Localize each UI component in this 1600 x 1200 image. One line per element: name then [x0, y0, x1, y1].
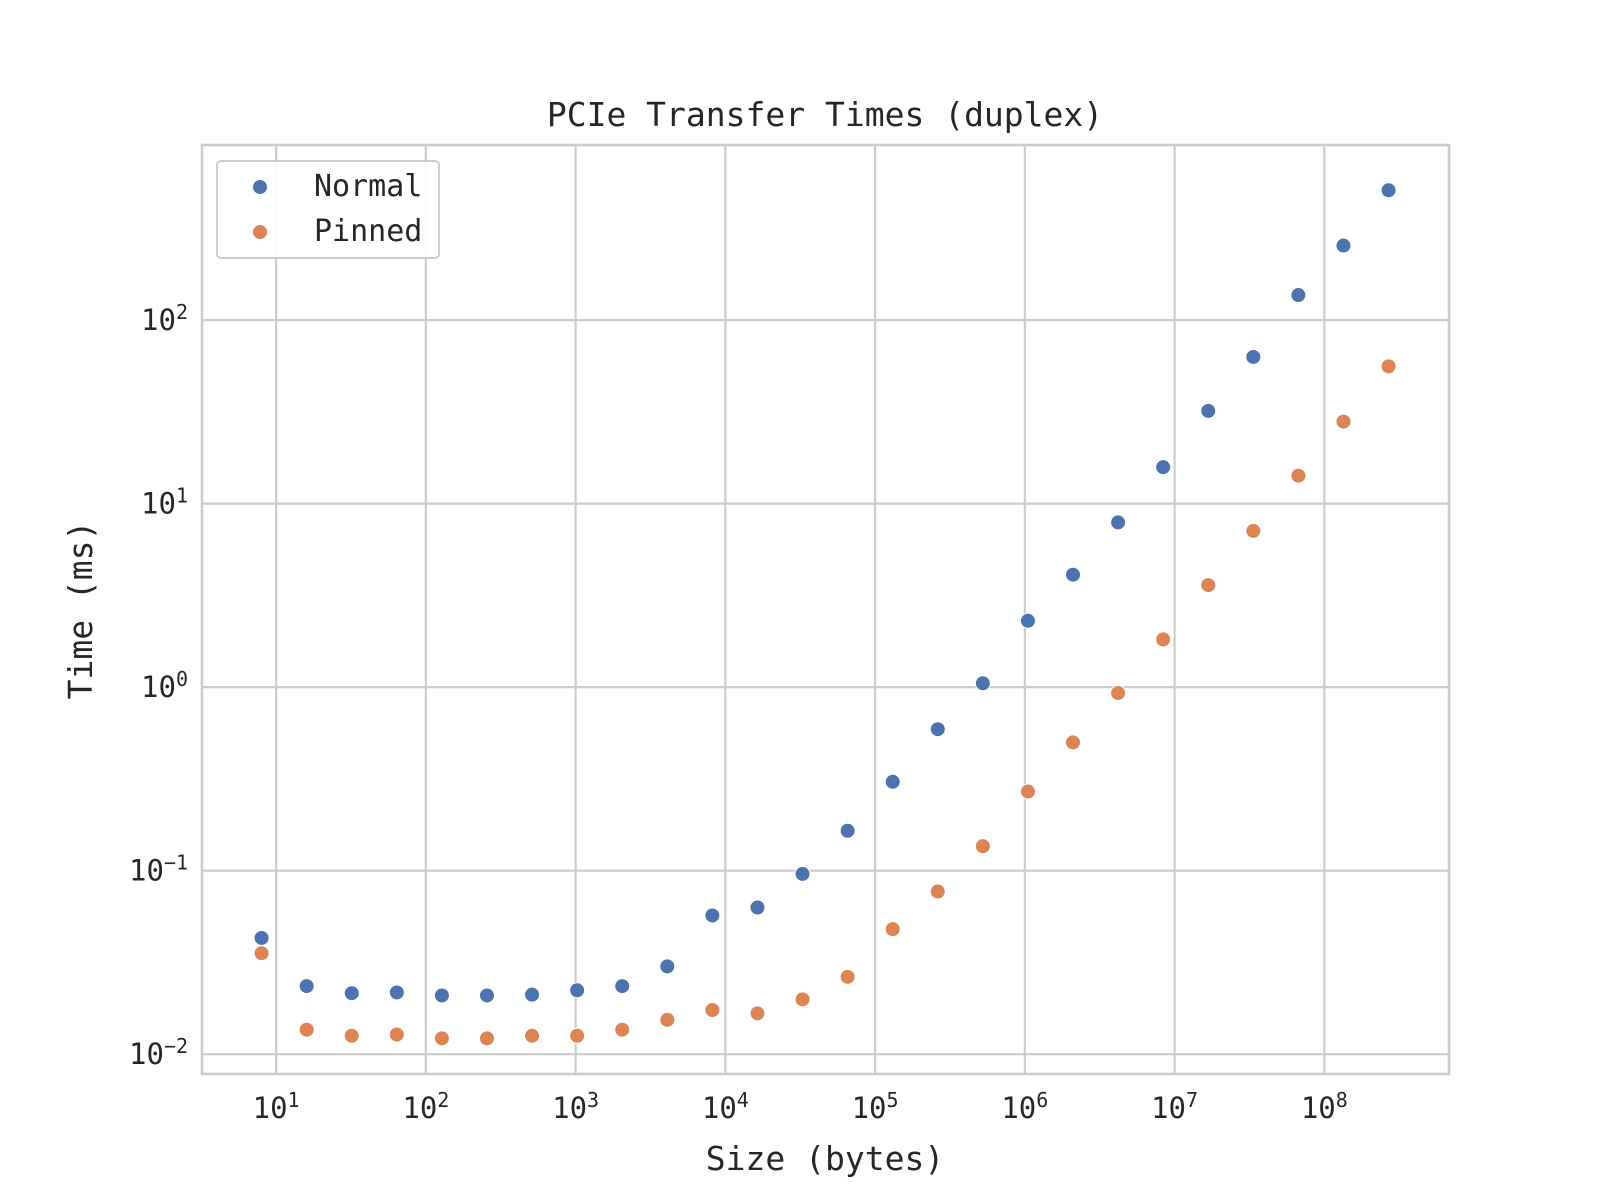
chart-title: PCIe Transfer Times (duplex)	[547, 95, 1103, 134]
data-point-normal	[569, 982, 586, 999]
y-tick-label: 10−1	[129, 851, 188, 888]
x-axis-label: Size (bytes)	[706, 1139, 944, 1178]
data-point-normal	[1335, 237, 1352, 254]
gridlines	[202, 145, 1449, 1074]
data-point-normal	[478, 987, 495, 1004]
data-point-pinned	[749, 1005, 766, 1022]
data-point-pinned	[1200, 577, 1217, 594]
data-point-pinned	[388, 1026, 405, 1043]
data-point-normal	[839, 822, 856, 839]
data-point-normal	[1380, 182, 1397, 199]
data-point-normal	[929, 721, 946, 738]
data-point-normal	[253, 929, 270, 946]
data-point-normal	[1065, 566, 1082, 583]
data-point-pinned	[524, 1027, 541, 1044]
data-point-normal	[433, 987, 450, 1004]
data-point-normal	[298, 978, 315, 995]
data-point-normal	[524, 986, 541, 1003]
data-point-pinned	[1110, 684, 1127, 701]
data-point-normal	[1155, 459, 1172, 476]
data-point-normal	[614, 978, 631, 995]
legend: Normal Pinned	[216, 160, 440, 259]
data-point-pinned	[974, 838, 991, 855]
y-axis-label: Time (ms)	[61, 521, 100, 700]
x-tick-label: 108	[1301, 1088, 1348, 1125]
y-tick-label: 102	[141, 300, 188, 337]
legend-label-normal: Normal	[314, 169, 422, 204]
data-points	[253, 182, 1397, 1047]
legend-box	[216, 160, 440, 259]
data-point-normal	[1019, 612, 1036, 629]
x-tick-label: 104	[702, 1088, 749, 1125]
data-point-pinned	[343, 1027, 360, 1044]
y-tick-label: 101	[141, 484, 188, 521]
y-tick-labels: 10−2 10−1 100 101 102	[129, 300, 188, 1071]
data-point-normal	[974, 675, 991, 692]
data-point-normal	[1110, 514, 1127, 531]
legend-marker-pinned	[252, 224, 268, 240]
data-point-pinned	[478, 1030, 495, 1047]
series-normal	[253, 182, 1397, 1004]
data-point-normal	[704, 907, 721, 924]
data-point-pinned	[298, 1021, 315, 1038]
data-point-normal	[884, 773, 901, 790]
data-point-pinned	[1245, 522, 1262, 539]
data-point-pinned	[253, 945, 270, 962]
data-point-pinned	[1380, 358, 1397, 375]
data-point-normal	[388, 984, 405, 1001]
data-point-pinned	[569, 1027, 586, 1044]
x-tick-labels: 101 102 103 104 105 106 107 108	[253, 1088, 1348, 1125]
data-point-pinned	[1019, 783, 1036, 800]
data-point-pinned	[839, 968, 856, 985]
data-point-normal	[1245, 348, 1262, 365]
x-tick-label: 107	[1151, 1088, 1198, 1125]
data-point-pinned	[704, 1002, 721, 1019]
series-pinned	[253, 358, 1397, 1047]
x-tick-label: 106	[1001, 1088, 1048, 1125]
x-tick-label: 105	[852, 1088, 899, 1125]
data-point-normal	[1200, 402, 1217, 419]
data-point-normal	[343, 985, 360, 1002]
data-point-pinned	[929, 883, 946, 900]
plot-frame	[200, 143, 1451, 1076]
y-tick-label: 100	[141, 667, 188, 704]
data-point-pinned	[659, 1011, 676, 1028]
data-point-pinned	[794, 991, 811, 1008]
data-point-normal	[1290, 287, 1307, 304]
data-point-normal	[794, 865, 811, 882]
legend-label-pinned: Pinned	[314, 214, 422, 249]
y-tick-label: 10−2	[129, 1034, 188, 1071]
data-point-pinned	[1290, 467, 1307, 484]
data-point-pinned	[433, 1030, 450, 1047]
legend-marker-normal	[252, 179, 268, 195]
data-point-pinned	[1335, 413, 1352, 430]
data-point-pinned	[614, 1021, 631, 1038]
data-point-pinned	[1155, 631, 1172, 648]
x-tick-label: 103	[552, 1088, 599, 1125]
data-point-normal	[749, 899, 766, 916]
x-tick-label: 101	[253, 1088, 300, 1125]
data-point-pinned	[884, 921, 901, 938]
x-tick-label: 102	[402, 1088, 449, 1125]
data-point-normal	[659, 958, 676, 975]
data-point-pinned	[1065, 734, 1082, 751]
